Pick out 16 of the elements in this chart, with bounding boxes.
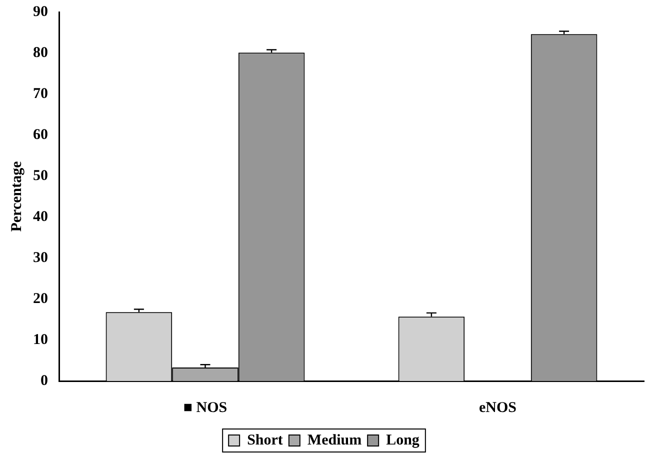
y-tick-label: 70 xyxy=(33,86,48,102)
legend-label: Short xyxy=(247,432,283,448)
y-axis-title: Percentage xyxy=(8,160,25,232)
y-tick-label: 50 xyxy=(33,168,48,184)
y-tick-label: 90 xyxy=(33,4,48,20)
y-tick-label: 20 xyxy=(33,290,48,307)
y-tick-label: 40 xyxy=(33,208,48,225)
y-tick-label: 10 xyxy=(33,332,48,348)
legend-label: Medium xyxy=(307,432,362,448)
legend-label: Long xyxy=(386,432,420,448)
x-tick-label: eNOS xyxy=(479,400,516,416)
y-tick-label: 30 xyxy=(33,250,48,266)
y-tick-label: 60 xyxy=(33,126,48,143)
y-tick-label: 80 xyxy=(33,44,48,61)
x-tick-label: ■ NOS xyxy=(183,400,228,416)
y-tick-label: 0 xyxy=(40,372,48,389)
